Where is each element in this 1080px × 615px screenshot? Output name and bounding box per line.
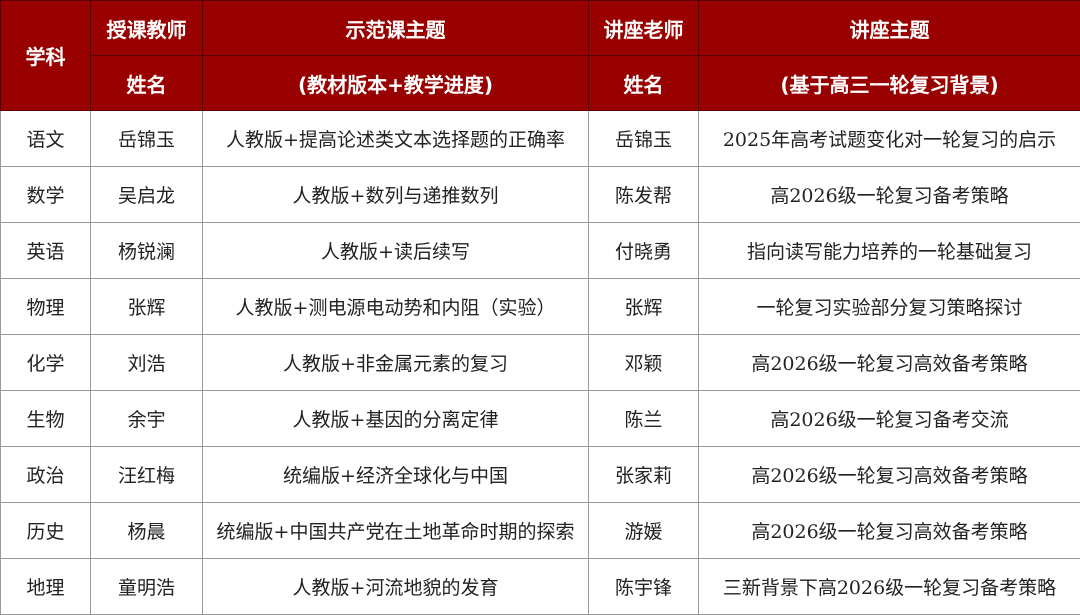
header-lecturer: 讲座老师 [589,1,699,56]
demo-topic-cell: 统编版+中国共产党在土地革命时期的探索 [203,503,589,559]
lecture-topic-cell: 高2026级一轮复习高效备考策略 [699,503,1080,559]
lecturer-cell: 岳锦玉 [589,111,699,167]
header-lecture-topic-note: (基于高三一轮复习背景) [699,56,1080,111]
subject-cell: 物理 [1,279,91,335]
demo-topic-cell: 人教版+数列与递推数列 [203,167,589,223]
lecture-topic-cell: 2025年高考试题变化对一轮复习的启示 [699,111,1080,167]
header-lecturer-name: 姓名 [589,56,699,111]
teacher-cell: 张辉 [91,279,203,335]
subject-cell: 历史 [1,503,91,559]
subject-cell: 生物 [1,391,91,447]
teacher-cell: 刘浩 [91,335,203,391]
teacher-cell: 汪红梅 [91,447,203,503]
table-row: 物理张辉人教版+测电源电动势和内阻（实验）张辉一轮复习实验部分复习策略探讨 [1,279,1080,335]
demo-topic-cell: 统编版+经济全球化与中国 [203,447,589,503]
demo-topic-cell: 人教版+提高论述类文本选择题的正确率 [203,111,589,167]
teacher-cell: 童明浩 [91,559,203,615]
subject-cell: 地理 [1,559,91,615]
lecturer-cell: 陈宇锋 [589,559,699,615]
lecture-topic-cell: 高2026级一轮复习备考策略 [699,167,1080,223]
lecturer-cell: 陈发帮 [589,167,699,223]
subject-cell: 语文 [1,111,91,167]
teacher-cell: 岳锦玉 [91,111,203,167]
teacher-cell: 余宇 [91,391,203,447]
lecture-topic-cell: 三新背景下高2026级一轮复习备考策略 [699,559,1080,615]
table-row: 地理童明浩人教版+河流地貌的发育陈宇锋三新背景下高2026级一轮复习备考策略 [1,559,1080,615]
lecturer-cell: 陈兰 [589,391,699,447]
subject-cell: 化学 [1,335,91,391]
header-teacher-name: 姓名 [91,56,203,111]
demo-topic-cell: 人教版+河流地貌的发育 [203,559,589,615]
lecture-topic-cell: 高2026级一轮复习备考交流 [699,391,1080,447]
subject-cell: 政治 [1,447,91,503]
header-lecture-topic: 讲座主题 [699,1,1080,56]
table-row: 英语杨锐澜人教版+读后续写付晓勇指向读写能力培养的一轮基础复习 [1,223,1080,279]
teacher-cell: 杨晨 [91,503,203,559]
subject-cell: 数学 [1,167,91,223]
lecturer-cell: 邓颖 [589,335,699,391]
table-row: 历史杨晨统编版+中国共产党在土地革命时期的探索游媛高2026级一轮复习高效备考策… [1,503,1080,559]
header-row-top: 学科 授课教师 示范课主题 讲座老师 讲座主题 [1,1,1080,56]
demo-topic-cell: 人教版+读后续写 [203,223,589,279]
table-row: 生物余宇人教版+基因的分离定律陈兰高2026级一轮复习备考交流 [1,391,1080,447]
lecturer-cell: 张辉 [589,279,699,335]
teacher-cell: 杨锐澜 [91,223,203,279]
table-row: 政治汪红梅统编版+经济全球化与中国张家莉高2026级一轮复习高效备考策略 [1,447,1080,503]
header-row-bottom: 姓名 (教材版本+教学进度) 姓名 (基于高三一轮复习背景) [1,56,1080,111]
lecturer-cell: 张家莉 [589,447,699,503]
lecture-topic-cell: 一轮复习实验部分复习策略探讨 [699,279,1080,335]
table-row: 化学刘浩人教版+非金属元素的复习邓颖高2026级一轮复习高效备考策略 [1,335,1080,391]
lecture-topic-cell: 高2026级一轮复习高效备考策略 [699,335,1080,391]
header-demo-topic: 示范课主题 [203,1,589,56]
lecturer-cell: 游媛 [589,503,699,559]
demo-topic-cell: 人教版+基因的分离定律 [203,391,589,447]
lecture-topic-cell: 高2026级一轮复习高效备考策略 [699,447,1080,503]
lecturer-cell: 付晓勇 [589,223,699,279]
table-row: 数学吴启龙人教版+数列与递推数列陈发帮高2026级一轮复习备考策略 [1,167,1080,223]
header-subject: 学科 [1,1,91,111]
header-teacher: 授课教师 [91,1,203,56]
subject-cell: 英语 [1,223,91,279]
demo-topic-cell: 人教版+非金属元素的复习 [203,335,589,391]
header-demo-topic-note: (教材版本+教学进度) [203,56,589,111]
teacher-cell: 吴启龙 [91,167,203,223]
demo-topic-cell: 人教版+测电源电动势和内阻（实验） [203,279,589,335]
lecture-topic-cell: 指向读写能力培养的一轮基础复习 [699,223,1080,279]
